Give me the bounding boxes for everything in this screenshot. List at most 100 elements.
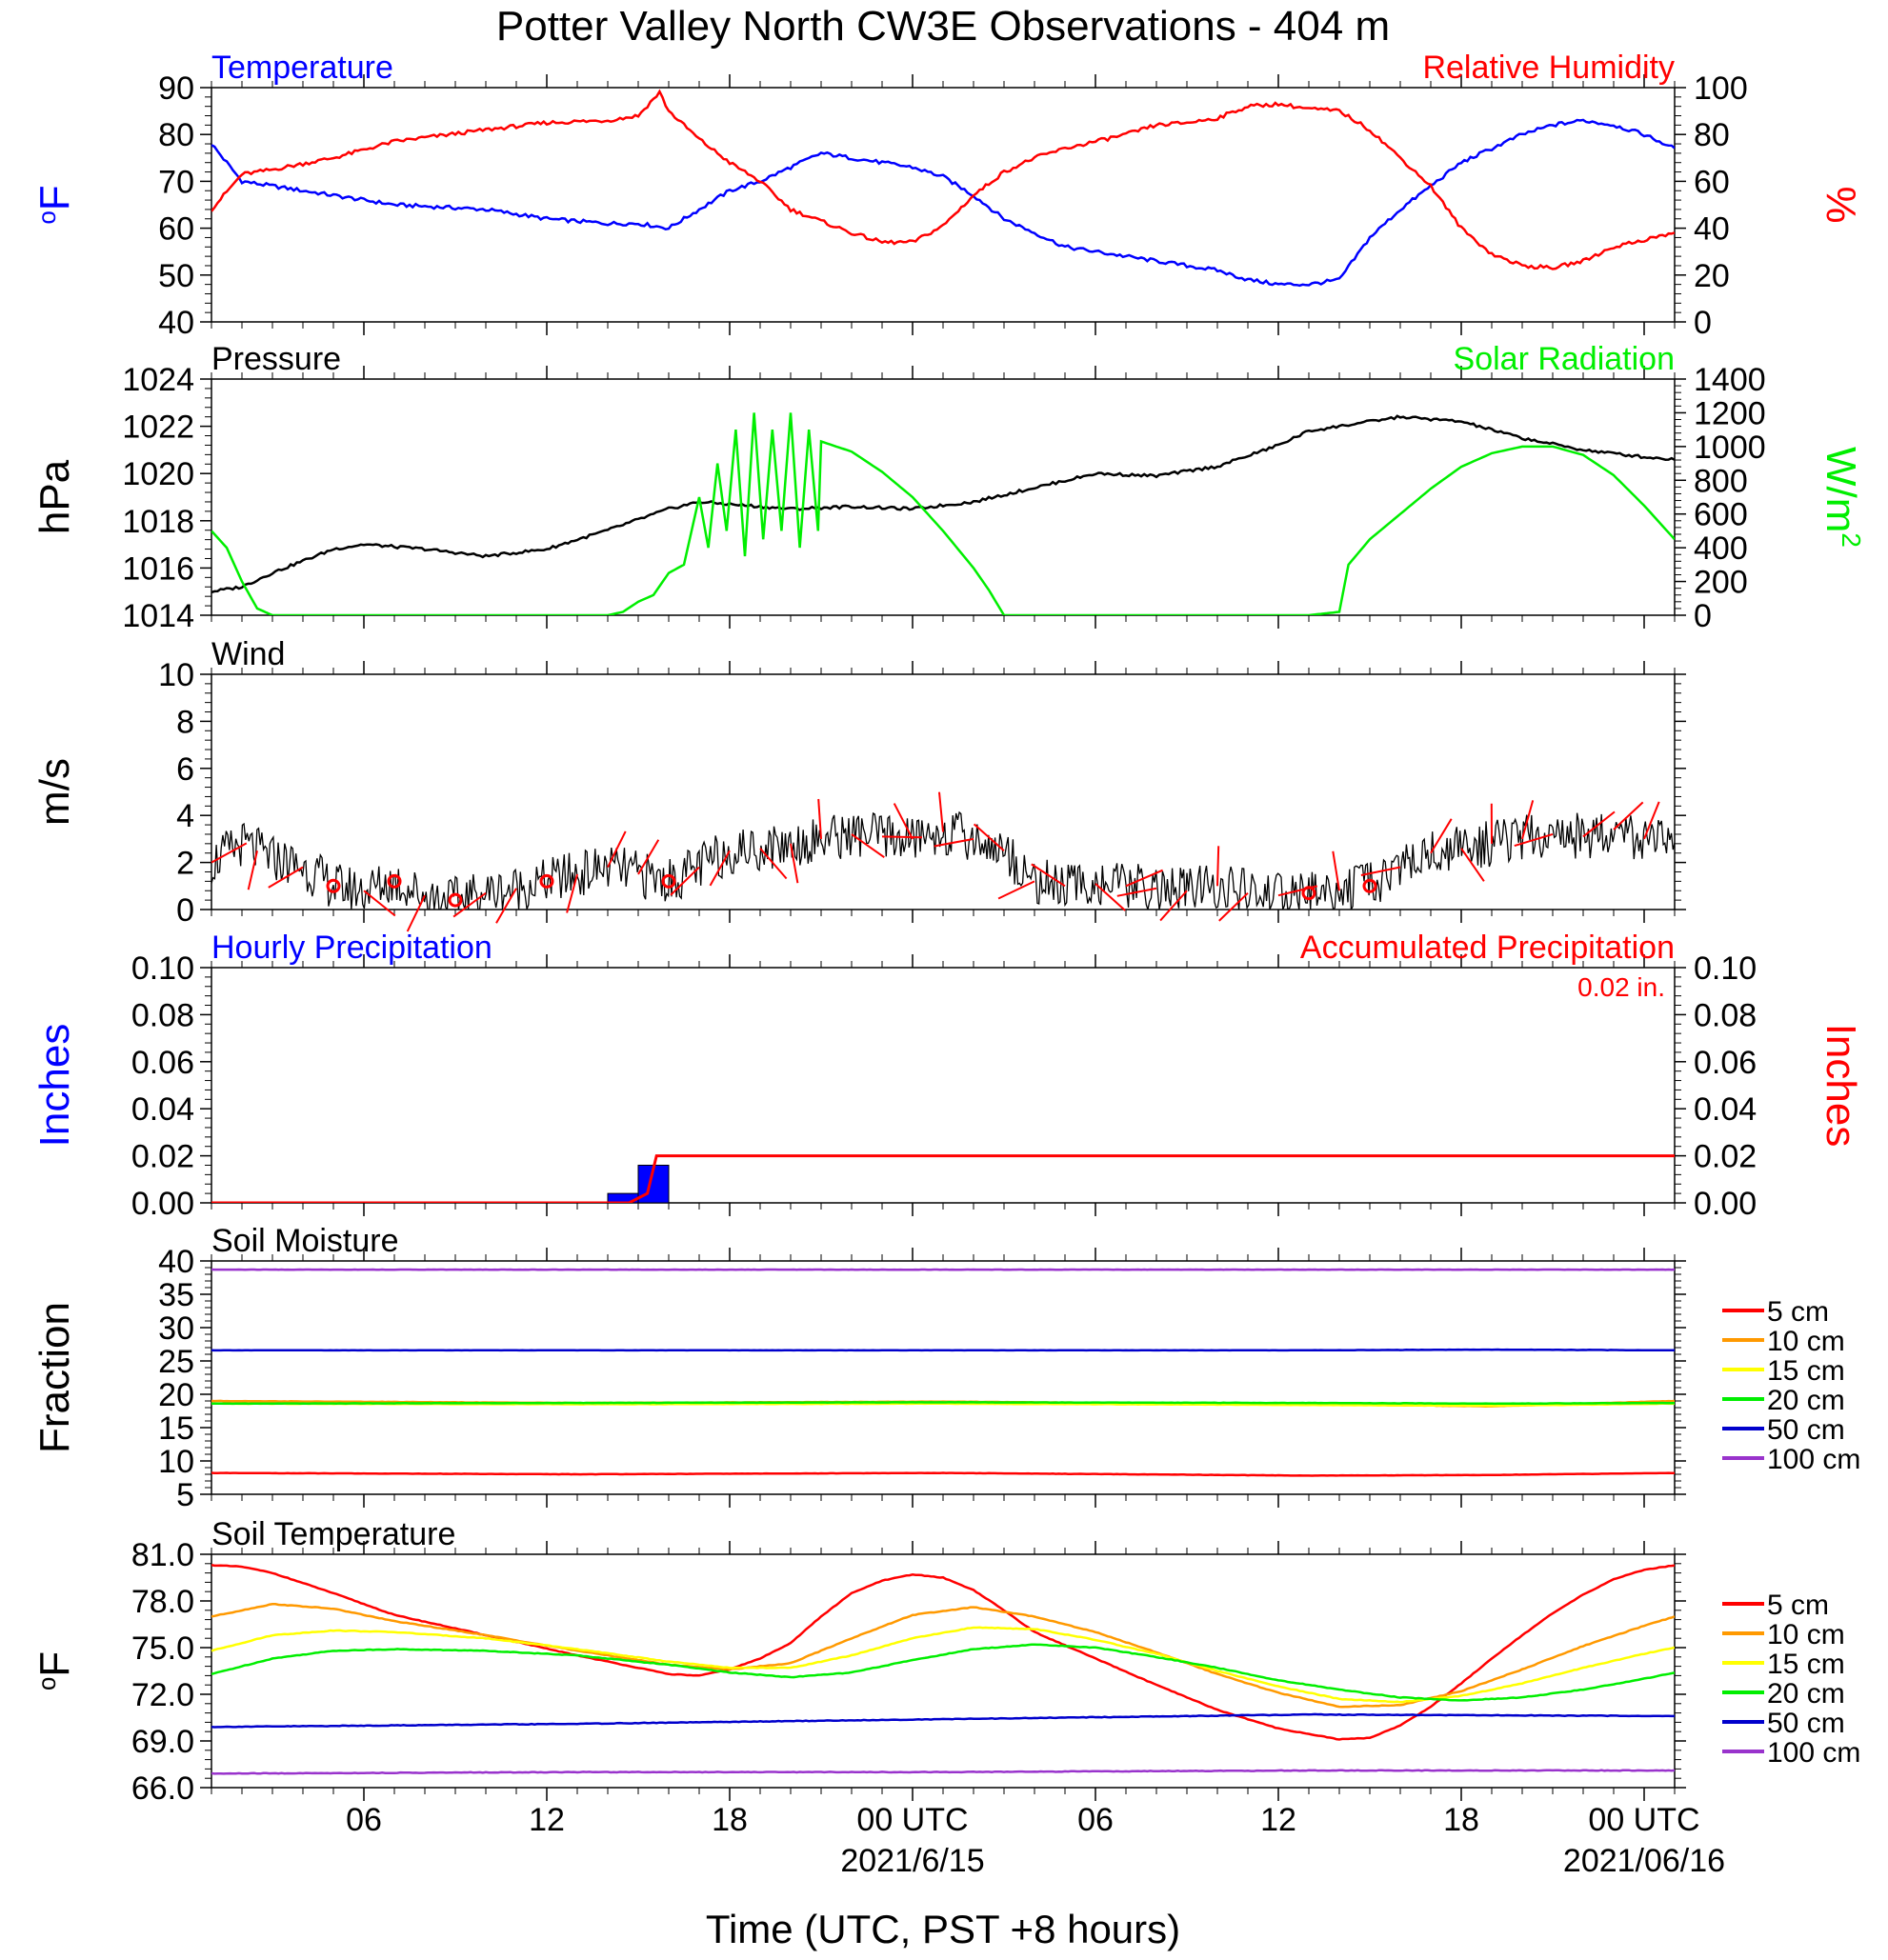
right-tick-label: 80	[1694, 117, 1730, 153]
wind-barb	[566, 873, 578, 913]
legend-label: 15 cm	[1767, 1649, 1845, 1680]
x-tick-label: 18	[1443, 1802, 1479, 1838]
right-tick-label: 1000	[1694, 430, 1766, 466]
wind-barb	[247, 850, 258, 890]
chart-title: Potter Valley North CW3E Observations - …	[496, 3, 1390, 50]
x-tick-label: 06	[346, 1802, 382, 1838]
wind-barb	[1360, 866, 1401, 876]
calm-wind-marker	[387, 873, 402, 889]
left-panel-title: Soil Moisture	[211, 1223, 399, 1259]
wind-barb	[1031, 863, 1066, 888]
x-tick-label: 00 UTC	[1588, 1802, 1699, 1838]
right-panel-title: Relative Humidity	[1422, 50, 1675, 86]
series-line-pressure	[211, 414, 1675, 594]
wind-barb	[1643, 801, 1660, 840]
wind-barb	[817, 798, 822, 839]
series-line-20-cm	[211, 1401, 1675, 1406]
wind-barb	[268, 866, 304, 889]
right-tick-label: 0.00	[1694, 1186, 1757, 1222]
left-tick-label: 72.0	[131, 1677, 194, 1713]
x-tick-label: 12	[529, 1802, 565, 1838]
calm-wind-marker	[448, 892, 463, 908]
right-tick-label: 0	[1694, 305, 1712, 341]
x-axis-label: Time (UTC, PST +8 hours)	[706, 1907, 1180, 1951]
unit-text: W/m	[1818, 447, 1864, 532]
wind-barb	[1613, 801, 1644, 830]
right-tick-label: 60	[1694, 164, 1730, 200]
right-tick-label: 0.10	[1694, 950, 1757, 987]
right-tick-label: 200	[1694, 565, 1748, 601]
right-tick-label: 0	[1694, 598, 1712, 634]
series-line-5-cm	[211, 1471, 1675, 1477]
left-tick-label: 5	[176, 1477, 194, 1513]
left-tick-label: 81.0	[131, 1537, 194, 1573]
wind-barb	[1125, 869, 1163, 888]
accumulated-total-label: 0.02 in.	[1577, 972, 1665, 1002]
left-tick-label: 2	[176, 846, 194, 882]
wind-barb	[1095, 883, 1126, 911]
left-tick-label: 8	[176, 704, 194, 740]
left-tick-label: 30	[158, 1310, 194, 1347]
right-tick-label: 600	[1694, 497, 1748, 533]
series-line-wind-speed	[211, 810, 1675, 910]
wind-barb	[851, 833, 885, 859]
data-layer	[211, 1563, 1675, 1775]
legend-label: 100 cm	[1767, 1444, 1860, 1475]
unit-text: F	[31, 1651, 78, 1677]
wind-barb	[1332, 850, 1340, 891]
data-layer	[211, 89, 1675, 288]
calm-wind-marker	[1362, 878, 1377, 893]
unit-text: Inches	[1818, 1024, 1864, 1148]
accumulated-precip-line	[211, 1154, 1675, 1203]
wind-barb	[1159, 890, 1188, 922]
left-y-label: m/s	[31, 758, 78, 826]
data-layer	[211, 1154, 1675, 1203]
degree-sign: o	[32, 210, 61, 224]
wind-barb	[363, 890, 396, 917]
left-panel-title: Wind	[211, 636, 285, 672]
left-tick-label: 1018	[122, 504, 194, 540]
left-tick-label: 6	[176, 751, 194, 788]
left-tick-label: 66.0	[131, 1770, 194, 1807]
wind-barbs	[211, 791, 1660, 932]
left-tick-label: 25	[158, 1344, 194, 1380]
legend-label: 50 cm	[1767, 1708, 1845, 1739]
left-tick-label: 1016	[122, 550, 194, 587]
wind-barb	[1218, 891, 1249, 922]
left-tick-label: 78.0	[131, 1584, 194, 1620]
left-y-label: oF	[31, 185, 78, 224]
data-layer	[211, 412, 1675, 615]
left-tick-label: 1022	[122, 410, 194, 446]
wind-barb	[607, 830, 627, 868]
left-y-label: hPa	[31, 459, 78, 534]
left-tick-label: 50	[158, 258, 194, 294]
left-tick-label: 0.08	[131, 997, 194, 1033]
left-y-label: Inches	[31, 1024, 78, 1148]
x-tick-label: 00 UTC	[856, 1802, 968, 1838]
wind-barb	[997, 880, 1035, 900]
left-tick-label: 40	[158, 1244, 194, 1280]
panel-soil_temperature: 66.0 69.0 72.0 75.0 78.0 81.0 Soil Temperature…	[31, 1516, 1860, 1807]
right-tick-label: 0.08	[1694, 997, 1757, 1033]
series-line-relative-humidity	[211, 89, 1675, 270]
right-tick-label: 20	[1694, 258, 1730, 294]
left-tick-label: 15	[158, 1410, 194, 1447]
left-tick-label: 75.0	[131, 1630, 194, 1667]
legend-label: 10 cm	[1767, 1326, 1845, 1357]
calm-wind-marker	[1301, 886, 1316, 901]
left-tick-label: 1014	[122, 598, 194, 634]
left-tick-label: 10	[158, 1444, 194, 1480]
wind-barb	[1514, 833, 1554, 848]
legend-label: 50 cm	[1767, 1414, 1845, 1446]
left-tick-label: 0.02	[131, 1139, 194, 1175]
calm-wind-marker	[661, 873, 676, 889]
legend-label: 5 cm	[1767, 1296, 1829, 1328]
unit-superscript: 2	[1837, 532, 1866, 548]
right-panel-title: Accumulated Precipitation	[1300, 930, 1675, 966]
wind-barb	[1521, 800, 1535, 840]
calm-wind-marker	[326, 878, 341, 893]
legend-label: 100 cm	[1767, 1737, 1860, 1769]
